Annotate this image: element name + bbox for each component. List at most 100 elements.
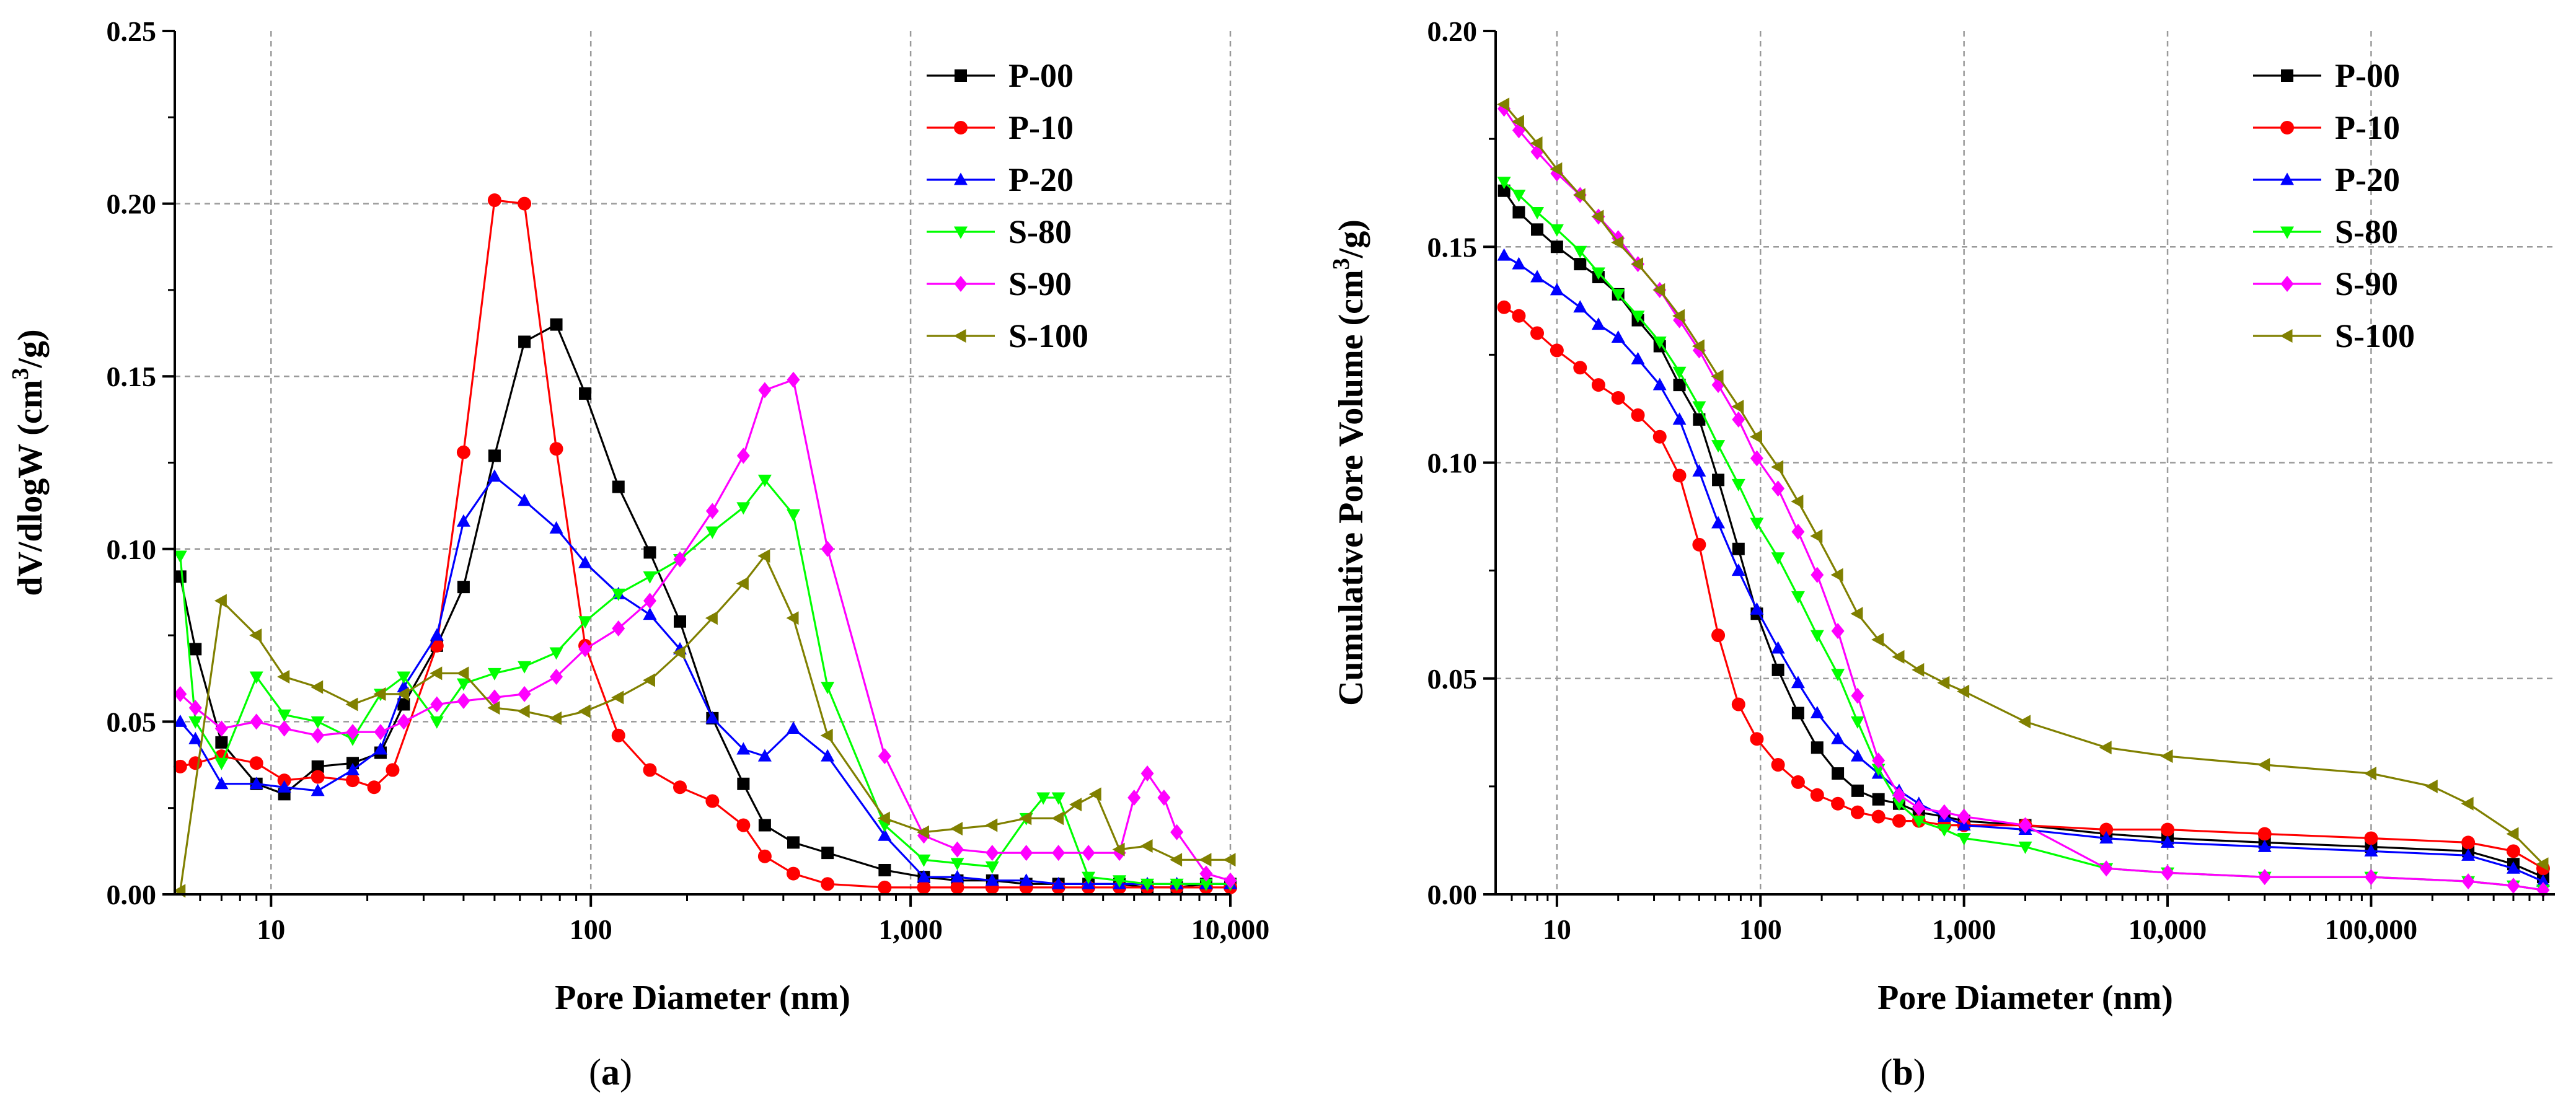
data-point <box>950 880 964 894</box>
data-point <box>1791 495 1804 509</box>
legend-label: P-00 <box>2335 57 2400 94</box>
y-tick-label: 0.05 <box>107 706 157 738</box>
data-point <box>1810 529 1823 543</box>
data-point <box>518 335 531 348</box>
data-point <box>643 546 656 559</box>
data-point <box>787 866 801 881</box>
data-point <box>173 759 187 773</box>
data-point <box>456 514 470 527</box>
data-point <box>1771 663 1784 676</box>
data-point <box>1791 775 1805 789</box>
data-point <box>1550 343 1564 358</box>
y-tick-label: 0.20 <box>107 188 157 220</box>
y-axis-label-tail: /g) <box>11 329 50 368</box>
data-point <box>1771 552 1785 565</box>
data-point <box>518 685 531 702</box>
series-s-90 <box>174 371 1237 889</box>
data-point <box>345 697 358 711</box>
data-point <box>345 762 359 775</box>
data-point <box>249 671 263 684</box>
data-point <box>2536 874 2550 887</box>
data-point <box>1036 792 1051 805</box>
data-point <box>1652 336 1667 349</box>
data-point <box>1750 602 1764 615</box>
data-point <box>1530 270 1545 283</box>
data-point <box>1731 563 1745 576</box>
data-point <box>1672 309 1685 323</box>
data-point <box>1673 379 1686 392</box>
data-point <box>1573 188 1586 202</box>
data-point <box>643 571 657 584</box>
data-point <box>1498 184 1511 197</box>
data-point <box>549 711 562 725</box>
data-point <box>188 716 203 729</box>
data-point <box>950 858 964 871</box>
data-point <box>673 780 687 795</box>
data-point <box>1573 300 1587 313</box>
data-point <box>2018 841 2032 854</box>
data-point <box>2099 860 2113 877</box>
data-point <box>430 716 444 729</box>
legend-label: P-00 <box>1008 57 1074 94</box>
data-point <box>430 696 444 713</box>
data-point <box>1611 289 1625 302</box>
data-point <box>1223 853 1236 867</box>
legend-marker <box>2280 121 2294 134</box>
x-axis-label: Pore Diameter (nm) <box>1877 979 2173 1017</box>
panel-caption: (a) <box>589 1052 632 1093</box>
data-point <box>736 742 751 755</box>
data-point <box>1019 873 1033 886</box>
data-point <box>1511 115 1524 129</box>
data-point <box>821 749 835 762</box>
data-point <box>1711 516 1726 529</box>
data-point <box>1530 136 1543 151</box>
data-point <box>2161 835 2175 848</box>
data-point <box>917 880 931 894</box>
data-point <box>1810 788 1824 802</box>
series-line <box>179 553 1230 891</box>
data-point <box>549 521 563 534</box>
data-point <box>2536 857 2549 871</box>
data-point <box>311 727 325 744</box>
y-tick-label: 0.00 <box>1427 879 1478 910</box>
data-point <box>1871 809 1886 824</box>
y-axis-label-tail: /g) <box>1332 219 1370 258</box>
chart-panel-a: 10 100 1,000 10,000 0.00 0.05 0.10 0.15 0.20 0.25… <box>7 15 1269 1093</box>
data-point <box>758 382 772 399</box>
data-point <box>1019 811 1032 826</box>
data-point <box>1810 705 1824 718</box>
y-tick-label: 0.15 <box>107 361 157 392</box>
data-point <box>457 581 470 594</box>
data-point <box>1591 209 1604 224</box>
panel-caption: (b) <box>1880 1052 1925 1093</box>
data-point <box>1140 765 1154 782</box>
data-point <box>1512 206 1525 219</box>
legend-marker <box>2280 276 2294 292</box>
data-point <box>396 687 409 701</box>
legend-marker <box>954 226 968 239</box>
data-point <box>1611 330 1625 343</box>
data-point <box>1591 267 1605 280</box>
data-point <box>787 836 800 849</box>
data-point <box>1850 805 1864 819</box>
data-point <box>1550 240 1563 253</box>
data-point <box>821 540 834 557</box>
data-point <box>1892 798 1906 811</box>
data-point <box>488 449 501 462</box>
x-tick-label: 10 <box>257 914 285 945</box>
data-point <box>1574 258 1587 271</box>
series-line <box>179 478 1230 885</box>
data-point <box>1591 317 1605 330</box>
data-point <box>277 669 290 684</box>
data-point <box>311 770 325 784</box>
data-point <box>787 721 801 734</box>
data-point <box>173 550 187 563</box>
data-point <box>2161 822 2175 837</box>
legend-marker <box>955 69 967 82</box>
x-tick-label: 10,000 <box>2128 914 2207 945</box>
x-axis-label: Pore Diameter (nm) <box>555 979 850 1017</box>
data-point <box>674 615 687 628</box>
data-point <box>386 763 400 777</box>
data-point <box>1957 832 1971 845</box>
data-point <box>1652 377 1667 390</box>
